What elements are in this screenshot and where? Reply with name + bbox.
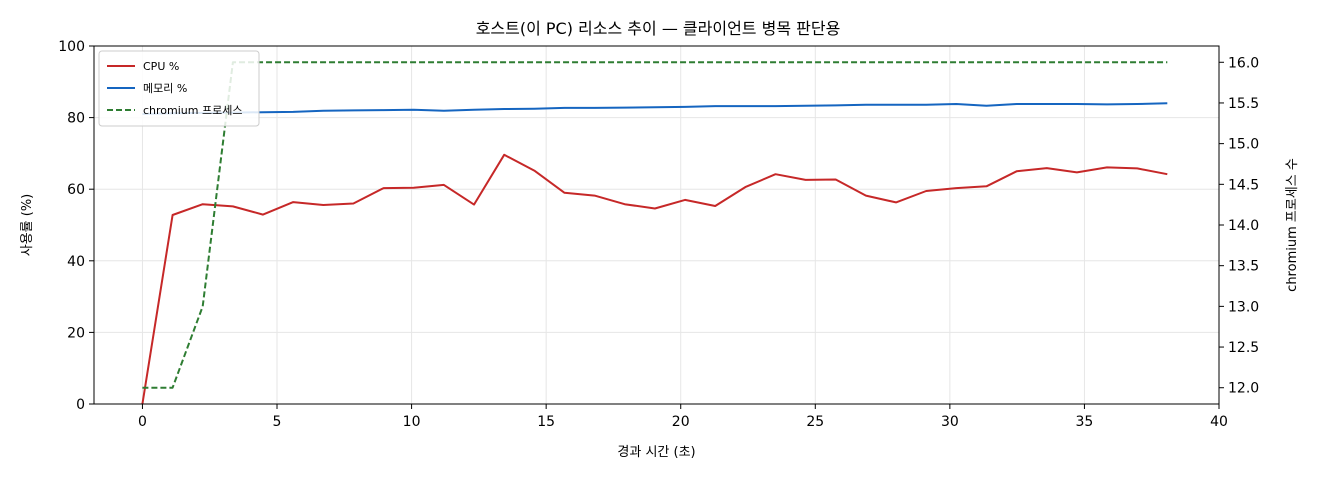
y-right-tick-label: 14.5 [1228, 177, 1259, 193]
y-axis-right: 12.0 12.5 13.0 13.5 14.0 14.5 15.0 15.5 16.0 [1219, 55, 1259, 397]
x-tick-label: 30 [941, 414, 959, 430]
y-right-tick-label: 12.5 [1228, 340, 1259, 356]
x-tick-label: 15 [537, 414, 555, 430]
y-axis-left: 0 20 40 60 80 100 [58, 39, 94, 413]
x-tick-label: 5 [273, 414, 282, 430]
x-tick-label: 0 [138, 414, 147, 430]
x-axis-label: 경과 시간 (초) [617, 445, 695, 460]
y-right-tick-label: 13.5 [1228, 259, 1259, 275]
x-tick-label: 10 [403, 414, 421, 430]
y-right-tick-label: 15.0 [1228, 137, 1259, 153]
x-tick-label: 35 [1076, 414, 1094, 430]
y-tick-label: 100 [58, 39, 85, 55]
x-axis: 0 5 10 15 20 25 30 35 40 [138, 404, 1228, 430]
y-right-tick-label: 14.0 [1228, 218, 1259, 234]
grid [94, 45, 1220, 405]
y-tick-label: 80 [67, 111, 85, 127]
legend-label: chromium 프로세스 [143, 104, 242, 117]
y-axis-right-label: chromium 프로세스 수 [1285, 158, 1300, 292]
y-tick-label: 20 [67, 325, 85, 341]
x-tick-label: 20 [672, 414, 690, 430]
y-tick-label: 0 [76, 397, 85, 413]
series-line-0 [141, 153, 1168, 405]
y-right-tick-label: 15.5 [1228, 96, 1259, 112]
legend-box [98, 50, 260, 127]
legend: CPU % 메모리 % chromium 프로세스 [98, 50, 260, 127]
series-layer [141, 61, 1168, 405]
plot-frame [93, 45, 1220, 405]
y-tick-label: 60 [67, 182, 85, 198]
legend-label: 메모리 % [143, 82, 187, 95]
chart-title: 호스트(이 PC) 리소스 추이 — 클라이언트 병목 판단용 [476, 19, 841, 38]
x-tick-label: 40 [1210, 414, 1228, 430]
y-right-tick-label: 12.0 [1228, 381, 1259, 397]
y-right-tick-label: 13.0 [1228, 299, 1259, 315]
y-axis-label: 사용률 (%) [20, 194, 35, 257]
series-line-2 [142, 61, 1168, 389]
series-line-1 [142, 102, 1168, 115]
legend-label: CPU % [143, 60, 179, 73]
y-right-tick-label: 16.0 [1228, 55, 1259, 71]
y-tick-label: 40 [67, 254, 85, 270]
x-tick-label: 25 [806, 414, 824, 430]
